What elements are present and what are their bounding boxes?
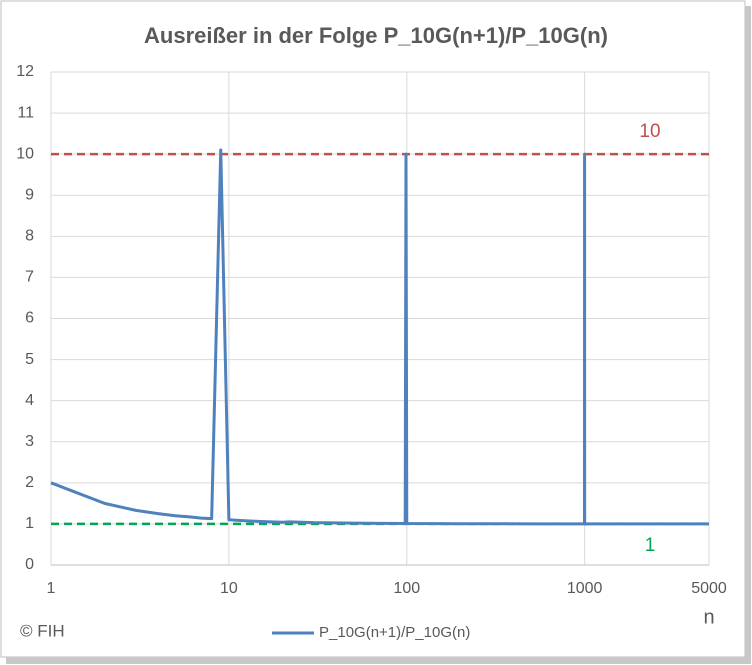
x-tick-label: 10 [220,580,238,597]
legend-label: P_10G(n+1)/P_10G(n) [319,624,470,641]
x-tick-label: 5000 [691,580,727,597]
y-tick-label: 10 [16,145,34,162]
x-tick-label: 100 [393,580,420,597]
y-tick-label: 6 [25,310,34,327]
y-tick-label: 2 [25,474,34,491]
reference-label: 10 [639,121,660,142]
y-tick-label: 3 [25,433,34,450]
x-axis-label: n [703,606,714,628]
x-tick-label: 1 [47,580,56,597]
data-line [50,148,710,526]
y-tick-label: 5 [25,351,34,368]
y-tick-label: 1 [25,515,34,532]
frame-shadow [745,6,751,662]
y-tick-label: 11 [17,104,34,121]
reference-label: 1 [645,535,656,556]
y-tick-label: 4 [25,392,34,409]
y-tick-label: 8 [25,228,34,245]
footer-note: © FIH [20,621,65,640]
y-tick-label: 0 [25,556,34,573]
y-tick-label: 12 [16,63,34,80]
x-tick-label: 1000 [567,580,603,597]
chart-title: Ausreißer in der Folge P_10G(n+1)/P_10G(… [144,23,608,48]
y-tick-label: 9 [25,186,34,203]
frame-shadow [6,657,751,664]
y-tick-label: 7 [25,269,34,286]
